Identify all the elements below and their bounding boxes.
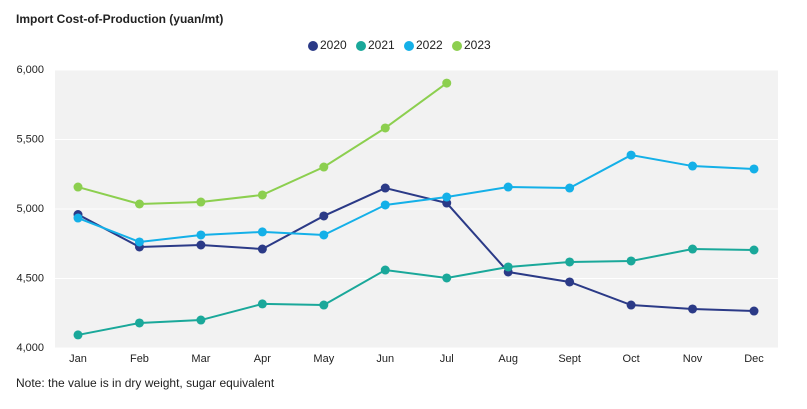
x-tick-label: Apr [254,353,271,365]
x-tick-label: Dec [744,353,764,365]
point [626,150,636,160]
point [380,123,390,133]
series-line [77,186,755,313]
point [442,273,452,283]
series-line [77,248,755,336]
y-tick-label: 4,000 [16,342,44,354]
legend-marker [356,41,366,51]
y-tick-label: 4,500 [16,272,44,284]
point [319,211,329,221]
y-tick-label: 5,500 [16,133,44,145]
point [257,299,267,309]
point [688,244,698,254]
point [196,315,206,325]
x-tick-label: Feb [130,353,149,365]
point [565,257,575,267]
point [196,197,206,207]
x-tick-label: Jun [376,353,394,365]
point [319,162,329,172]
point [196,240,206,250]
point [626,256,636,266]
point [565,183,575,193]
legend-label: 2023 [464,38,491,52]
point [196,230,206,240]
x-tick-label: Sept [558,353,581,365]
point [134,237,144,247]
point [257,227,267,237]
point [380,183,390,193]
note: Note: the value is in dry weight, sugar … [16,376,275,390]
point [749,306,759,316]
point [73,213,83,223]
point [503,262,513,272]
point [73,330,83,340]
x-tick-label: Jan [69,353,87,365]
legend-marker [452,41,462,51]
y-tick-label: 6,000 [16,64,44,76]
point [73,182,83,192]
point [626,300,636,310]
point [565,277,575,287]
x-tick-label: Oct [623,353,640,365]
legend-label: 2022 [416,38,443,52]
point [257,190,267,200]
x-tick-label: Mar [191,353,210,365]
legend-label: 2021 [368,38,395,52]
x-tick-label: May [313,353,334,365]
legend-label: 2020 [320,38,347,52]
x-tick-label: Nov [683,353,703,365]
point [749,245,759,255]
legend-marker [308,41,318,51]
point [442,192,452,202]
point [319,230,329,240]
point [134,318,144,328]
point [688,304,698,314]
x-tick-label: Aug [498,353,518,365]
point [257,244,267,254]
series-line [77,154,755,243]
point [380,200,390,210]
legend-marker [404,41,414,51]
point [319,300,329,310]
point [134,199,144,209]
point [688,161,698,171]
point [380,265,390,275]
y-tick-label: 5,000 [16,203,44,215]
chart-title: Import Cost-of-Production (yuan/mt) [16,12,223,26]
point [442,78,452,88]
x-tick-label: Jul [440,353,454,365]
point [749,164,759,174]
point [503,182,513,192]
